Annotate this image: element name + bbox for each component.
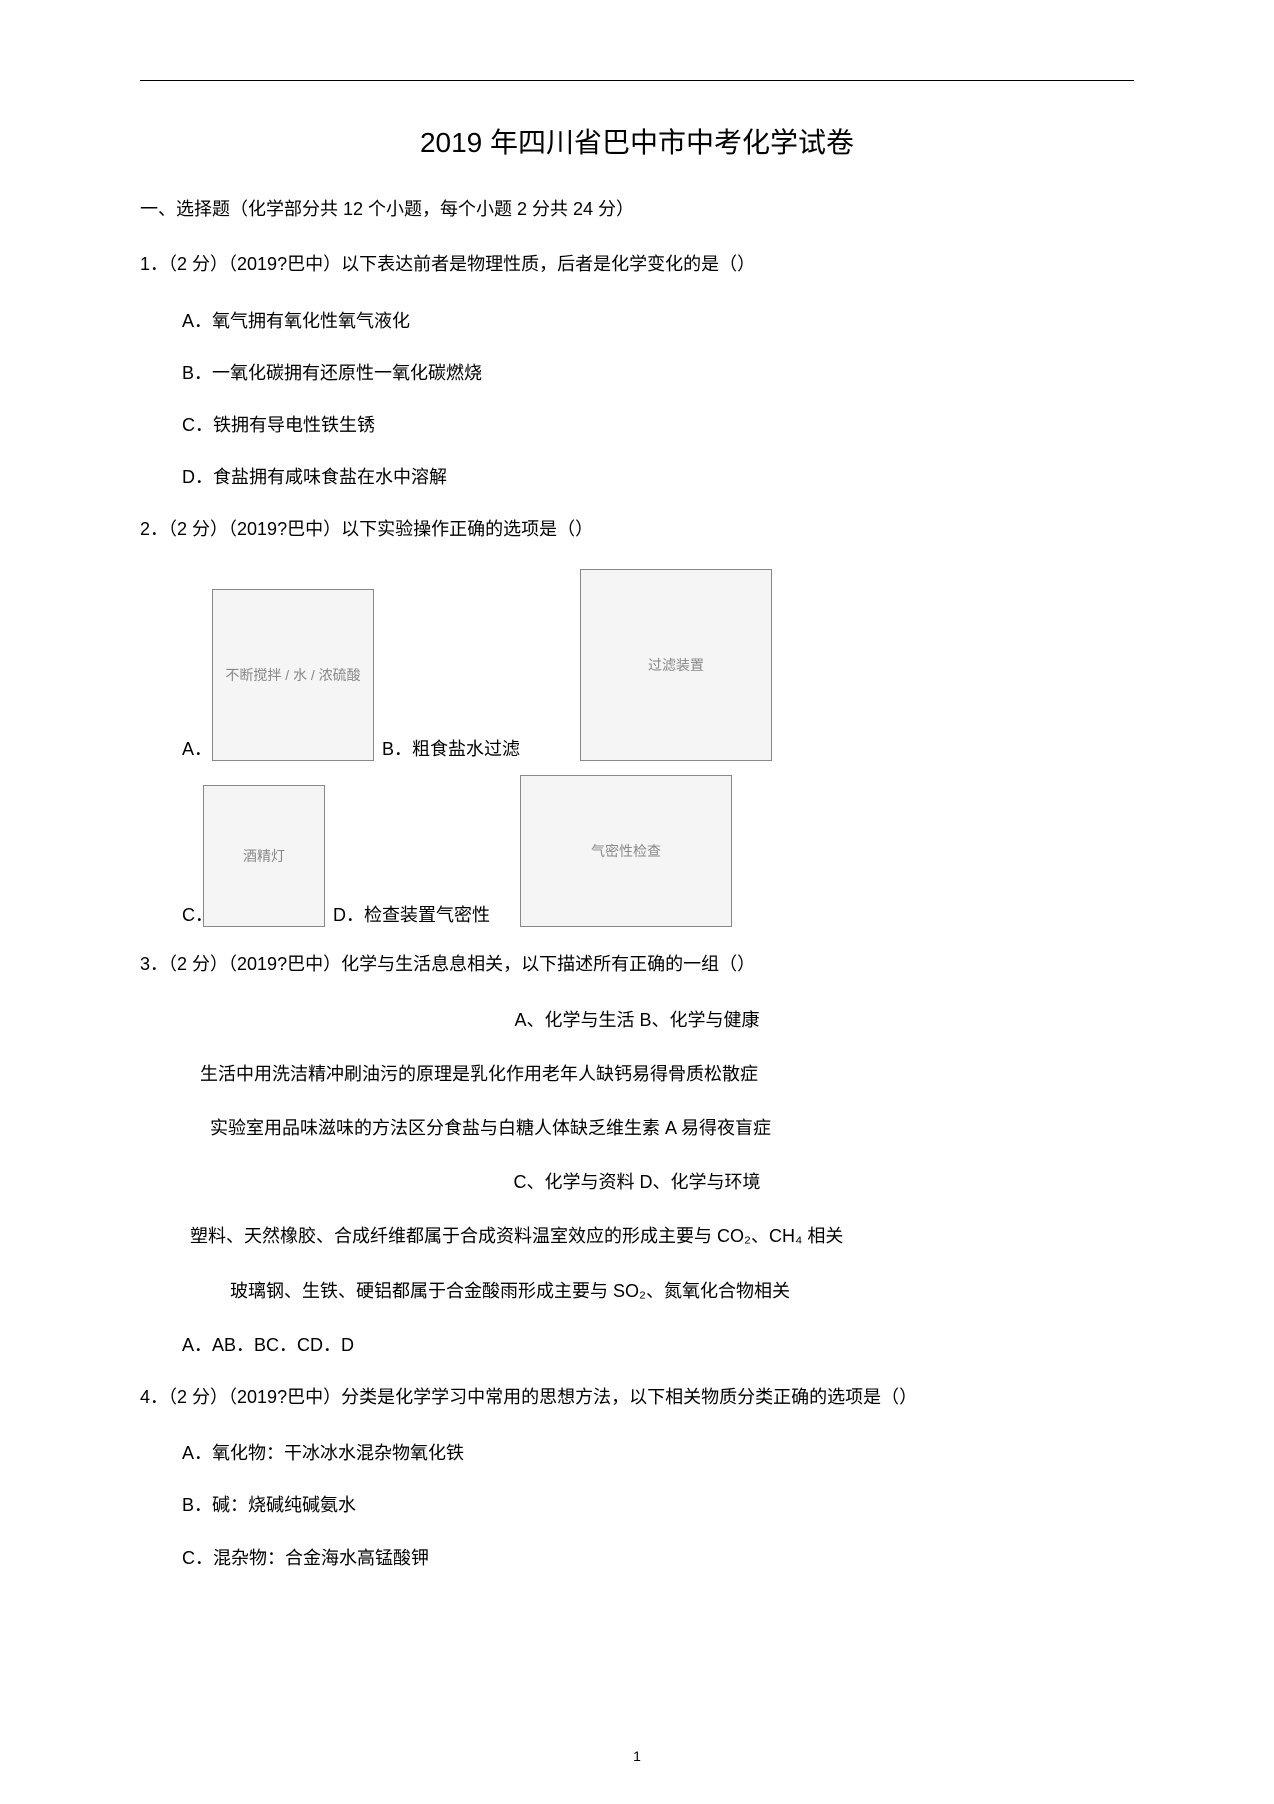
page-number: 1 [0,1748,1274,1764]
top-rule [140,80,1134,81]
q3-line4: C、化学与资料 D、化学与环境 [140,1165,1134,1199]
q1-stem: 1．（2 分）（2019?巴中）以下表达前者是物理性质，后者是化学变化的是（） [140,247,1134,281]
q2-diagram-b: 过滤装置 [580,569,772,761]
q4-option-a: A．氧化物：干冰冰水混杂物氧化铁 [140,1436,1134,1470]
q1-option-d: D．食盐拥有咸味食盐在水中溶解 [140,460,1134,494]
q3-line1: A、化学与生活 B、化学与健康 [140,1003,1134,1037]
exam-title: 2019 年四川省巴中市中考化学试卷 [140,121,1134,161]
q2-row1: A．稀释浓硫酸 不断搅拌 / 水 / 浓硫酸 B．粗食盐水过滤 过滤装置 [140,569,1134,761]
q4-option-c: C．混杂物：合金海水高锰酸钾 [140,1541,1134,1575]
q2-diagram-c: 酒精灯 [203,785,325,927]
exam-page: 2019 年四川省巴中市中考化学试卷 一、选择题（化学部分共 12 个小题，每个… [0,0,1274,1804]
q2-row2: C．点燃酒精灯 酒精灯 D．检查装置气密性 气密性检查 [140,775,1134,927]
q3-line5: 塑料、天然橡胶、合成纤维都属于合成资料温室效应的形成主要与 CO₂、CH₄ 相关 [140,1219,1134,1253]
q3-line3: 实验室用品味滋味的方法区分食盐与白糖人体缺乏维生素 A 易得夜盲症 [140,1111,1134,1145]
q4-stem: 4．（2 分）（2019?巴中）分类是化学学习中常用的思想方法，以下相关物质分类… [140,1380,1134,1414]
q3-line6: 玻璃钢、生铁、硬铝都属于合金酸雨形成主要与 SO₂、氮氧化合物相关 [140,1274,1134,1308]
q2-label-b: B．粗食盐水过滤 [382,735,520,761]
q2-label-d: D．检查装置气密性 [333,901,490,927]
q3-line2: 生活中用洗洁精冲刷油污的原理是乳化作用老年人缺钙易得骨质松散症 [140,1057,1134,1091]
q2-stem: 2．（2 分）（2019?巴中）以下实验操作正确的选项是（） [140,512,1134,546]
q1-option-b: B．一氧化碳拥有还原性一氧化碳燃烧 [140,356,1134,390]
section-1-header: 一、选择题（化学部分共 12 个小题，每个小题 2 分共 24 分） [140,193,1134,225]
q1-option-c: C．铁拥有导电性铁生锈 [140,408,1134,442]
q2-diagram-d: 气密性检查 [520,775,732,927]
q3-options: A．AB．BC．CD．D [140,1328,1134,1362]
q4-option-b: B．碱：烧碱纯碱氨水 [140,1488,1134,1522]
q3-stem: 3．（2 分）（2019?巴中）化学与生活息息相关，以下描述所有正确的一组（） [140,947,1134,981]
q1-option-a: A．氧气拥有氧化性氧气液化 [140,304,1134,338]
q2-diagram-a: 不断搅拌 / 水 / 浓硫酸 [212,589,374,761]
